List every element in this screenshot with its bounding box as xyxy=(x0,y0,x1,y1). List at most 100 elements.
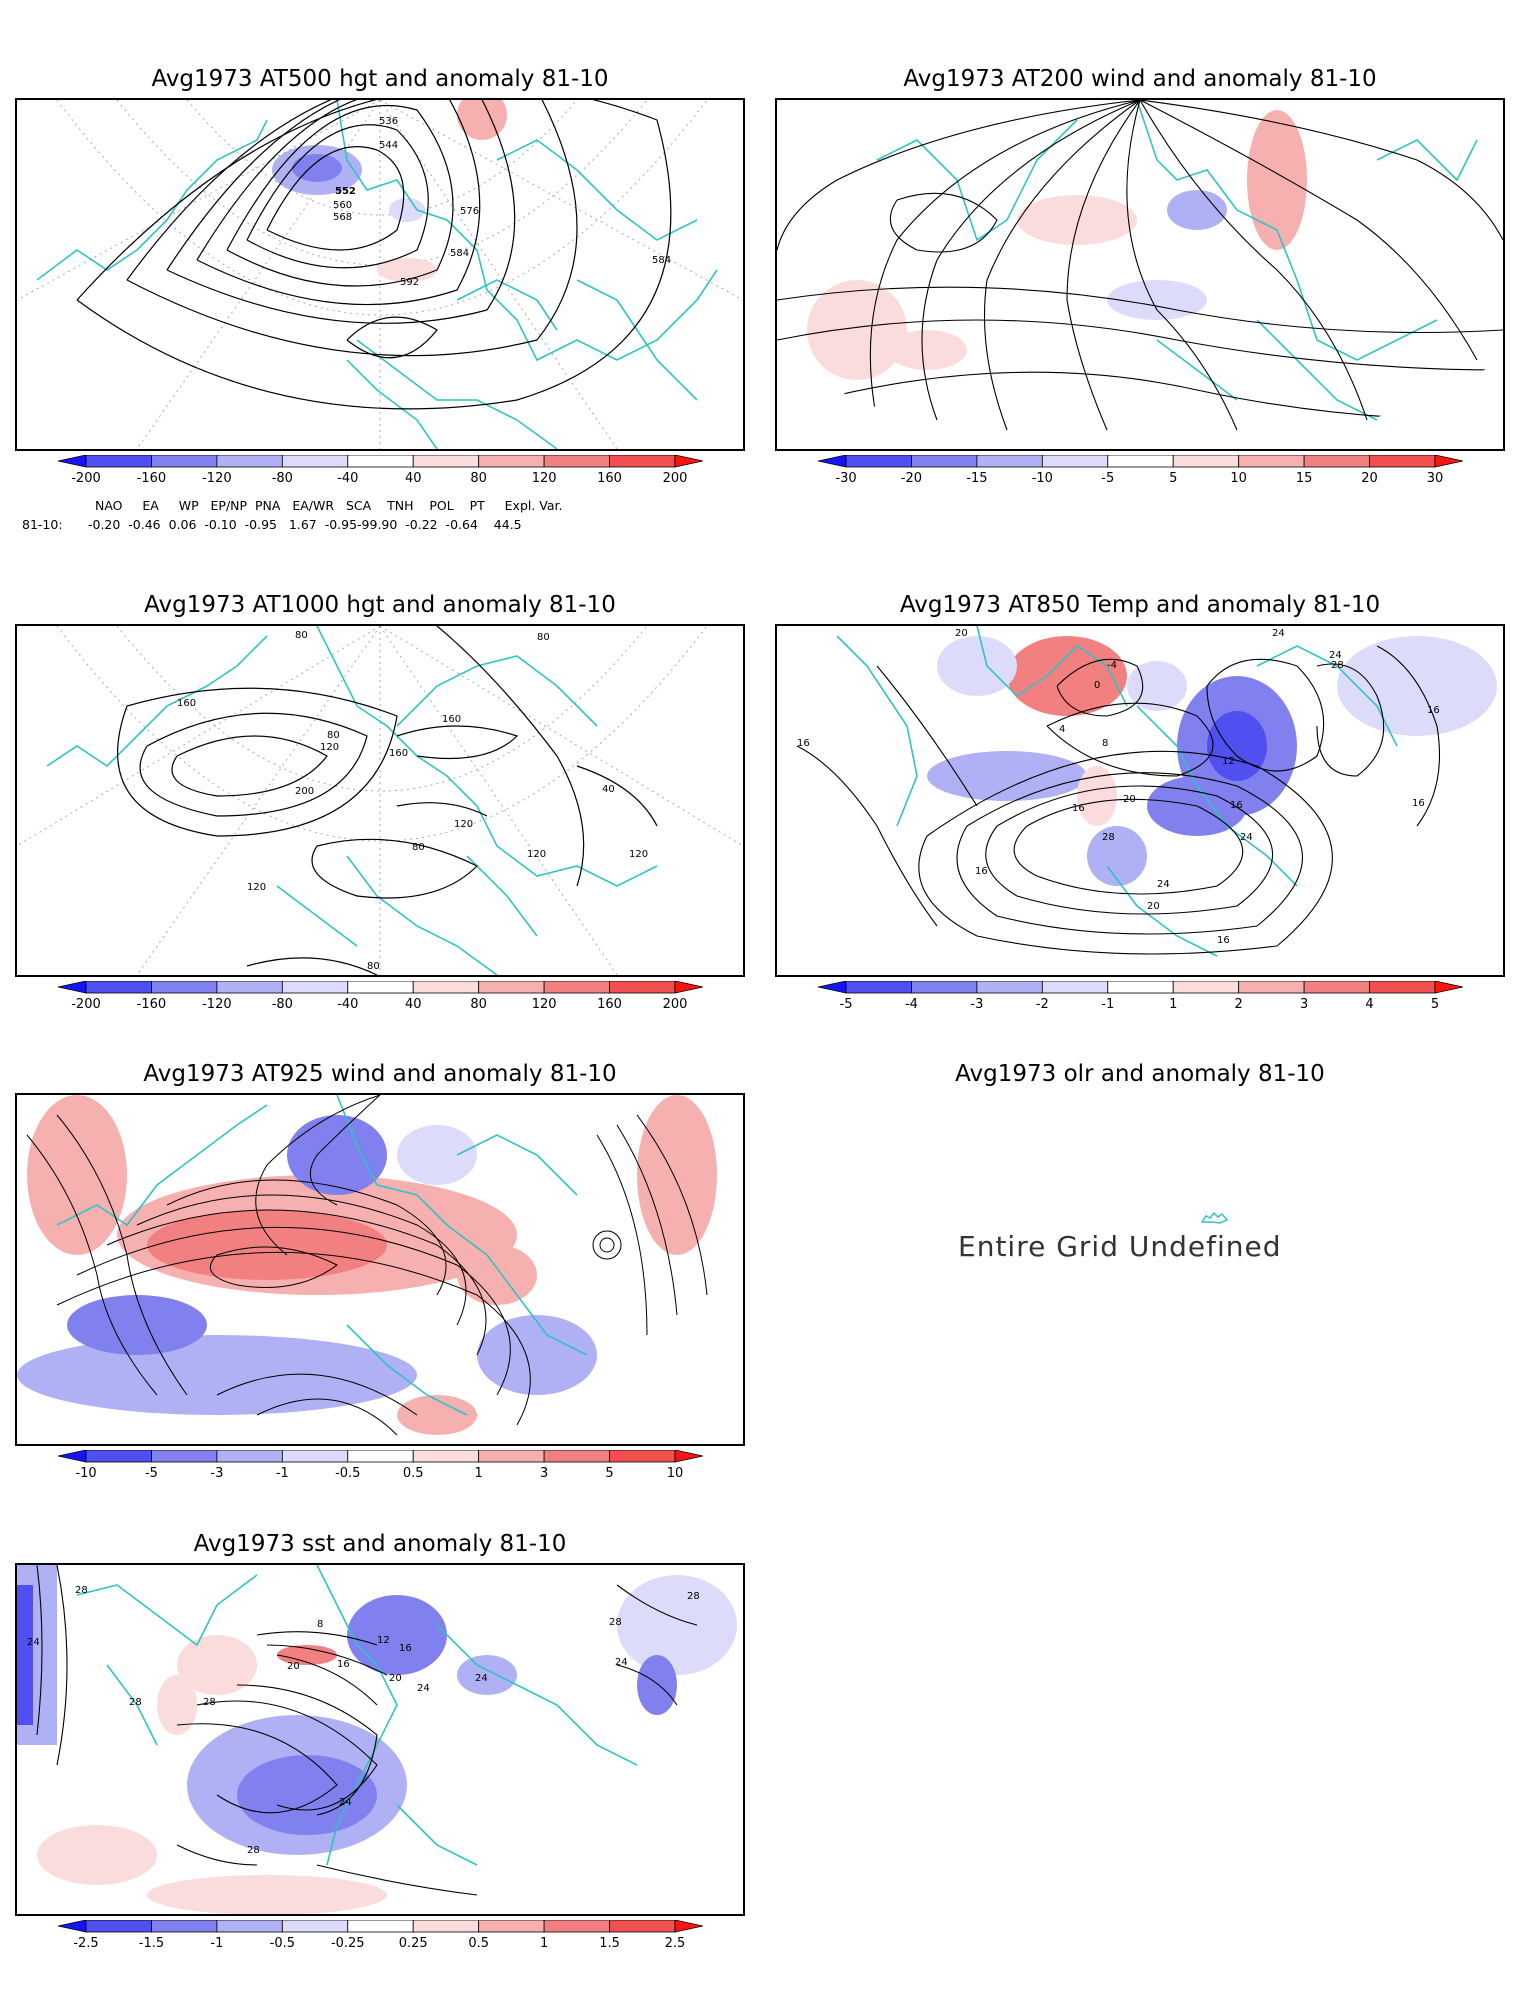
contour-label: 120 xyxy=(454,819,473,830)
colorbar-sst: -2.5 -1.5 -1 -0.5 -0.25 0.25 0.5 1 1.5 2.5 xyxy=(58,1920,703,1954)
colorbar-segment xyxy=(543,981,610,994)
contour-label: 24 xyxy=(475,1673,488,1684)
colorbar-arrow-high xyxy=(1434,455,1463,468)
colorbar-segment xyxy=(543,455,610,468)
contour-label: 28 xyxy=(1331,660,1344,671)
contour-label: 552 xyxy=(335,186,356,197)
colorbar-tick-label: 1.5 xyxy=(599,1936,620,1951)
colorbar-tick-label: 0.5 xyxy=(468,1936,489,1951)
colorbar-tick-label: 15 xyxy=(1295,471,1313,486)
map-at850: 20 24 24 28 16 -4 0 4 8 12 16 16 20 16 1… xyxy=(775,624,1505,977)
contour-label: 120 xyxy=(247,882,266,893)
contour-label: 8 xyxy=(317,1619,323,1630)
colorbar-segment xyxy=(281,1450,349,1463)
contour-label: 16 xyxy=(1412,798,1425,809)
colorbar-arrow-high xyxy=(674,981,703,994)
contour-label: 16 xyxy=(1427,705,1440,716)
contour-label: 28 xyxy=(609,1617,622,1628)
colorbar-tick-label: -0.5 xyxy=(335,1466,361,1481)
colorbar-segment xyxy=(911,455,978,468)
colorbar-segment xyxy=(347,455,414,468)
colorbar-segment xyxy=(151,455,218,468)
colorbar-segment xyxy=(412,1450,480,1463)
colorbar-at1000: -200 -160 -120 -80 -40 40 80 120 160 200 xyxy=(58,981,703,1015)
colorbar-tick-label: 160 xyxy=(597,471,622,486)
contour-label: 20 xyxy=(389,1673,402,1684)
colorbar-tick-label: 3 xyxy=(539,1466,549,1481)
colorbar-tick-label: 10 xyxy=(666,1466,684,1481)
colorbar-segment xyxy=(1238,455,1305,468)
colorbar-segment xyxy=(216,1450,283,1463)
colorbar-tick-label: 120 xyxy=(531,471,557,486)
colorbar-tick-label: -15 xyxy=(966,471,988,486)
map-at200 xyxy=(775,98,1505,451)
contour-label: -4 xyxy=(1107,660,1117,671)
contour-label: 20 xyxy=(955,628,968,639)
colorbar-tick-label: -80 xyxy=(271,471,293,486)
colorbar-segment xyxy=(216,981,283,994)
colorbar-segment xyxy=(845,981,912,994)
contour-label: 592 xyxy=(400,277,419,288)
contour-label: 24 xyxy=(615,1657,628,1668)
contour-label: 160 xyxy=(442,714,461,725)
contour-label: 536 xyxy=(379,116,398,127)
colorbar-segment xyxy=(1303,981,1370,994)
colorbar-segment xyxy=(1107,981,1174,994)
colorbar-arrow-high xyxy=(674,1920,703,1933)
colorbar-segment xyxy=(85,1450,152,1463)
colorbar-tick-label: 40 xyxy=(404,471,422,486)
colorbar-tick-label: 200 xyxy=(662,471,688,486)
contour-label: 576 xyxy=(460,206,479,217)
colorbar-tick-label: -3 xyxy=(210,1466,224,1481)
colorbar-segment xyxy=(412,1920,480,1933)
colorbar-arrow-low xyxy=(58,1450,87,1463)
contour-label: 28 xyxy=(75,1585,88,1596)
colorbar-tick-label: -160 xyxy=(136,997,167,1012)
contour-label: 544 xyxy=(379,140,398,151)
colorbar-segment xyxy=(543,1920,610,1933)
colorbar-tick-label: 1 xyxy=(1169,997,1178,1012)
colorbar-tick-label: -200 xyxy=(71,997,101,1012)
colorbar-segment xyxy=(478,455,545,468)
colorbar-arrow-low xyxy=(818,455,847,468)
contour-label: 560 xyxy=(333,200,352,211)
colorbar-arrow-low xyxy=(58,981,87,994)
contour-label: 20 xyxy=(1123,794,1136,805)
colorbar-tick-label: 5 xyxy=(1430,997,1440,1012)
contour-label: 80 xyxy=(295,630,308,641)
colorbar-tick-label: -3 xyxy=(970,997,984,1012)
colorbar-segment xyxy=(216,455,283,468)
colorbar-tick-label: -5 xyxy=(144,1466,158,1481)
colorbar-arrow-high xyxy=(674,1450,703,1463)
colorbar-segment xyxy=(1303,455,1370,468)
colorbar-at500: -200 -160 -120 -80 -40 40 80 120 160 200 xyxy=(58,455,703,489)
colorbar-segment xyxy=(151,1920,218,1933)
colorbar-segment xyxy=(845,455,912,468)
colorbar-segment xyxy=(281,981,349,994)
contour-label: 24 xyxy=(27,1637,40,1648)
colorbar-segment xyxy=(1369,455,1436,468)
colorbar-arrow-high xyxy=(674,455,703,468)
contour-label: 12 xyxy=(1222,756,1235,767)
contour-label: 80 xyxy=(537,632,550,643)
contour-label: 120 xyxy=(629,849,648,860)
panel-title-at925: Avg1973 AT925 wind and anomaly 81-10 xyxy=(143,1061,617,1087)
colorbar-tick-label: 0.25 xyxy=(398,1936,428,1951)
contour-label: 584 xyxy=(652,255,671,266)
colorbar-segment xyxy=(281,455,349,468)
colorbar-tick-label: 80 xyxy=(470,471,487,486)
colorbar-tick-label: -0.25 xyxy=(330,1936,365,1951)
colorbar-tick-label: -10 xyxy=(1031,471,1053,486)
colorbar-tick-label: 30 xyxy=(1426,471,1444,486)
colorbar-segment xyxy=(976,981,1043,994)
contour-label: 12 xyxy=(377,1635,390,1646)
contour-label: 28 xyxy=(129,1697,142,1708)
colorbar-segment xyxy=(1041,455,1109,468)
colorbar-tick-label: -2 xyxy=(1035,997,1049,1012)
colorbar-tick-label: 5 xyxy=(605,1466,614,1481)
contour-label: 24 xyxy=(417,1683,430,1694)
contour-label: 20 xyxy=(287,1661,300,1672)
panel-title-at200: Avg1973 AT200 wind and anomaly 81-10 xyxy=(903,66,1377,92)
colorbar-segment xyxy=(1041,981,1109,994)
olr-grid-glyph xyxy=(1200,1211,1229,1224)
